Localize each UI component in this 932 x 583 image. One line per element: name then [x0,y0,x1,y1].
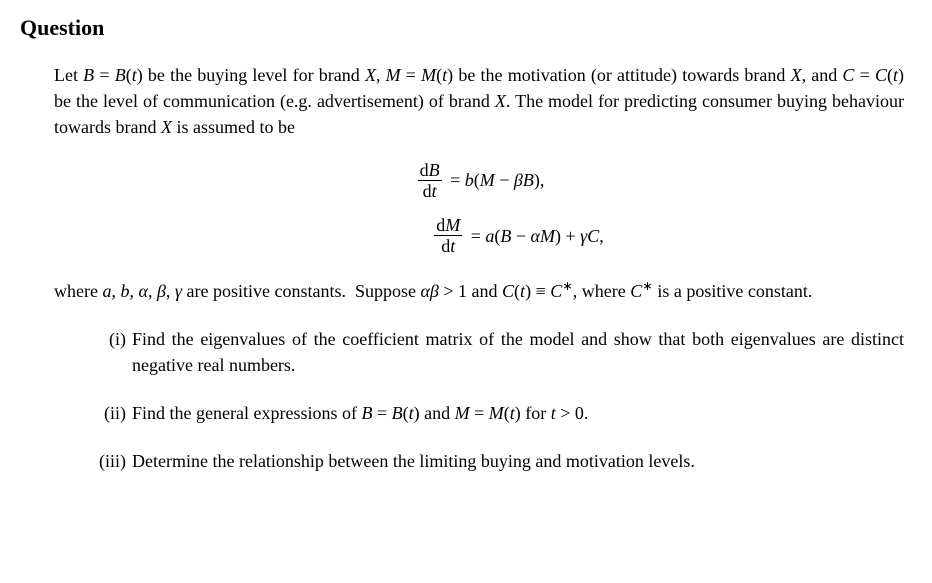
equation-2: dM dt = a(B − αM) + γC, [430,216,604,255]
part-text: Find the eigenvalues of the coefficient … [132,326,904,378]
fraction-dB-dt: dB dt [418,161,442,200]
part-label: (ii) [88,400,132,426]
equation-2-rhs: = a(B − αM) + γC, [466,225,604,245]
fraction-dM-dt: dM dt [434,216,462,255]
part-label: (iii) [88,448,132,474]
part-label: (i) [88,326,132,378]
question-heading: Question [20,12,912,44]
fraction-denominator: dt [434,236,462,255]
question-body: Let B = B(t) be the buying level for bra… [54,62,904,475]
fraction-numerator: dB [418,161,442,181]
part-text: Find the general expressions of B = B(t)… [132,400,904,426]
equation-1: dB dt = b(M − βB), [414,160,545,199]
part-text: Determine the relationship between the l… [132,448,904,474]
fraction-numerator: dM [434,216,462,236]
setup-paragraph: Let B = B(t) be the buying level for bra… [54,62,904,140]
part-ii: (ii) Find the general expressions of B =… [88,400,904,426]
assumption-paragraph: where a, b, α, β, γ are positive constan… [54,277,904,304]
fraction-denominator: dt [418,181,442,200]
equations-block: dB dt = b(M − βB), dM dt = a(B − αM) + γ… [54,152,904,263]
equation-1-rhs: = b(M − βB), [446,170,545,190]
part-i: (i) Find the eigenvalues of the coeffici… [88,326,904,378]
part-iii: (iii) Determine the relationship between… [88,448,904,474]
question-parts: (i) Find the eigenvalues of the coeffici… [88,326,904,474]
page: Question Let B = B(t) be the buying leve… [0,0,932,494]
